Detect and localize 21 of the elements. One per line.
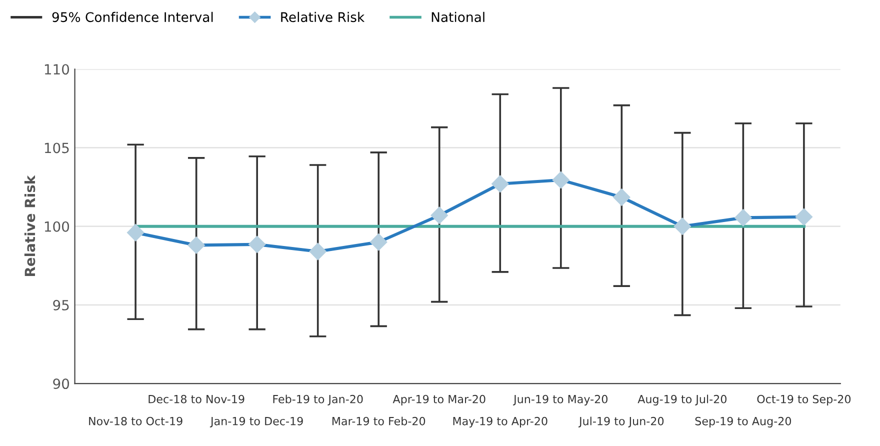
x-tick-label: Feb-19 to Jan-20 — [273, 394, 363, 406]
x-tick-label: Mar-19 to Feb-20 — [332, 416, 426, 426]
y-tick-label: 110 — [44, 64, 70, 75]
x-tick-label: Jul-19 to Jun-20 — [578, 416, 664, 428]
x-tick-label: Apr-19 to Mar-20 — [392, 394, 486, 406]
x-tick-label: Dec-18 to Nov-19 — [148, 394, 244, 404]
legend-label: National — [432, 12, 484, 22]
x-tick-label: Nov-18 to Oct-19 — [89, 416, 182, 426]
x-tick-label: Aug-19 to Jul-20 — [638, 394, 726, 406]
text: 95% Confidence Interval — [52, 12, 213, 22]
legend-label: Relative Risk — [281, 12, 365, 22]
x-tick-label: May-19 to Apr-20 — [453, 416, 548, 428]
y-tick-label: 95 — [53, 300, 69, 310]
y-tick-label: 90 — [53, 378, 70, 390]
x-tick-label: Jun-19 to May-20 — [512, 394, 608, 406]
y-tick-label: 100 — [44, 221, 70, 232]
x-tick-label: Sep-19 to Aug-20 — [695, 416, 792, 428]
y-axis-title: Relative Risk — [24, 175, 36, 276]
x-tick-label: Jan-19 to Dec-19 — [210, 416, 303, 428]
y-tick-label: 105 — [44, 142, 69, 154]
x-tick-label: Oct-19 to Sep-20 — [757, 394, 851, 406]
